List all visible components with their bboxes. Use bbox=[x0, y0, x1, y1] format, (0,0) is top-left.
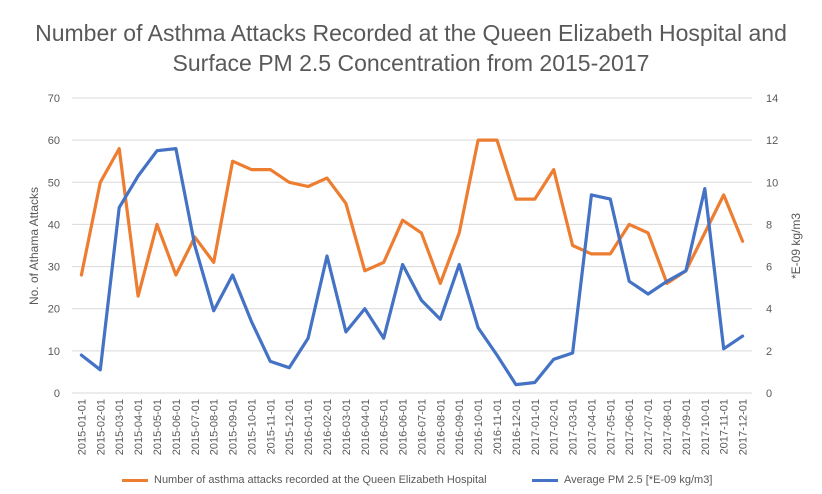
right-axis-tick-label: 10 bbox=[766, 177, 778, 189]
x-axis-tick-label: 2015-12-01 bbox=[284, 399, 296, 455]
x-axis-tick-label: 2017-09-01 bbox=[681, 399, 693, 455]
right-axis-tick-label: 8 bbox=[766, 219, 772, 231]
x-axis-tick-label: 2015-02-01 bbox=[95, 399, 107, 455]
legend-item-pm25: Average PM 2.5 [*E-09 kg/m3] bbox=[532, 474, 712, 486]
x-axis-tick-label: 2015-07-01 bbox=[190, 399, 202, 455]
x-axis-tick-label: 2015-11-01 bbox=[265, 399, 277, 454]
right-axis-tick-label: 2 bbox=[766, 346, 772, 358]
x-axis-tick-label: 2017-02-01 bbox=[549, 399, 561, 455]
x-axis-tick-label: 2017-06-01 bbox=[624, 399, 636, 455]
series-line-asthma-attacks bbox=[79, 138, 745, 298]
x-axis-tick-label: 2016-03-01 bbox=[341, 399, 353, 455]
left-axis-title: No. of Athama Attacks bbox=[27, 187, 41, 305]
right-axis-tick-label: 6 bbox=[766, 262, 772, 274]
right-axis-tick-label: 12 bbox=[766, 135, 778, 147]
x-axis-tick-label: 2015-10-01 bbox=[246, 399, 258, 455]
x-axis-tick-label: 2016-04-01 bbox=[360, 399, 372, 455]
left-axis-ticks: 0 10 20 30 40 50 60 70 bbox=[48, 93, 60, 400]
left-axis-tick-label: 40 bbox=[48, 219, 60, 231]
legend-swatch-asthma bbox=[122, 478, 148, 482]
left-axis-tick-label: 10 bbox=[48, 346, 60, 358]
legend-swatch-pm25 bbox=[532, 478, 558, 482]
legend-label-asthma: Number of asthma attacks recorded at the… bbox=[154, 474, 487, 486]
x-axis-tick-label: 2017-10-01 bbox=[700, 399, 712, 455]
left-axis-tick-label: 20 bbox=[48, 304, 60, 316]
legend-label-pm25: Average PM 2.5 [*E-09 kg/m3] bbox=[564, 474, 713, 486]
x-axis-tick-label: 2017-08-01 bbox=[662, 399, 674, 455]
x-axis-tick-label: 2016-08-01 bbox=[435, 399, 447, 455]
right-axis-ticks: 0 2 4 6 8 10 12 14 bbox=[766, 93, 778, 400]
x-axis-tick-label: 2017-01-01 bbox=[530, 399, 542, 455]
x-axis-tick-label: 2017-07-01 bbox=[643, 399, 655, 455]
x-axis-tick-label: 2017-11-01 bbox=[719, 399, 731, 454]
right-axis-tick-label: 0 bbox=[766, 388, 772, 400]
left-axis-tick-label: 60 bbox=[48, 135, 60, 147]
x-axis-tick-label: 2015-01-01 bbox=[76, 399, 88, 455]
chart-title: Number of Asthma Attacks Recorded at the… bbox=[35, 20, 787, 76]
right-axis-tick-label: 4 bbox=[766, 304, 772, 316]
left-axis-tick-label: 0 bbox=[54, 388, 60, 400]
x-axis-tick-label: 2016-07-01 bbox=[416, 399, 428, 455]
x-axis-tick-label: 2017-12-01 bbox=[738, 399, 750, 455]
x-axis-tick-label: 2017-03-01 bbox=[568, 399, 580, 455]
left-axis-tick-label: 70 bbox=[48, 93, 60, 105]
x-axis-tick-label: 2015-06-01 bbox=[171, 399, 183, 455]
x-axis-tick-label: 2016-09-01 bbox=[454, 399, 466, 455]
left-axis-tick-label: 30 bbox=[48, 262, 60, 274]
x-axis-tick-label: 2015-09-01 bbox=[228, 399, 240, 455]
right-axis-tick-label: 14 bbox=[766, 93, 778, 105]
left-axis-tick-label: 50 bbox=[48, 177, 60, 189]
x-axis-ticks: 2015-01-01 2015-02-01 2015-03-01 2015-04-01… bbox=[76, 399, 749, 455]
x-axis-tick-label: 2016-11-01 bbox=[492, 399, 504, 454]
legend-item-asthma: Number of asthma attacks recorded at the… bbox=[122, 474, 487, 486]
x-axis-tick-label: 2016-12-01 bbox=[511, 399, 523, 455]
x-axis-tick-label: 2016-06-01 bbox=[398, 399, 410, 455]
series-lines bbox=[79, 138, 745, 387]
x-axis-tick-label: 2016-01-01 bbox=[303, 399, 315, 455]
x-axis-tick-label: 2015-05-01 bbox=[152, 399, 164, 455]
x-axis-tick-label: 2015-04-01 bbox=[133, 399, 145, 455]
x-axis-tick-label: 2016-02-01 bbox=[322, 399, 334, 455]
right-axis-title: *E-09 kg/m3 bbox=[789, 213, 803, 279]
x-axis-tick-label: 2015-08-01 bbox=[209, 399, 221, 455]
series-line-pm25 bbox=[79, 147, 745, 387]
x-axis-tick-label: 2015-03-01 bbox=[114, 399, 126, 455]
x-axis-tick-label: 2016-10-01 bbox=[473, 399, 485, 455]
x-axis-tick-label: 2017-04-01 bbox=[586, 399, 598, 455]
gridlines bbox=[72, 97, 752, 394]
x-axis-tick-label: 2017-05-01 bbox=[605, 399, 617, 455]
x-axis-tick-label: 2016-05-01 bbox=[379, 399, 391, 455]
